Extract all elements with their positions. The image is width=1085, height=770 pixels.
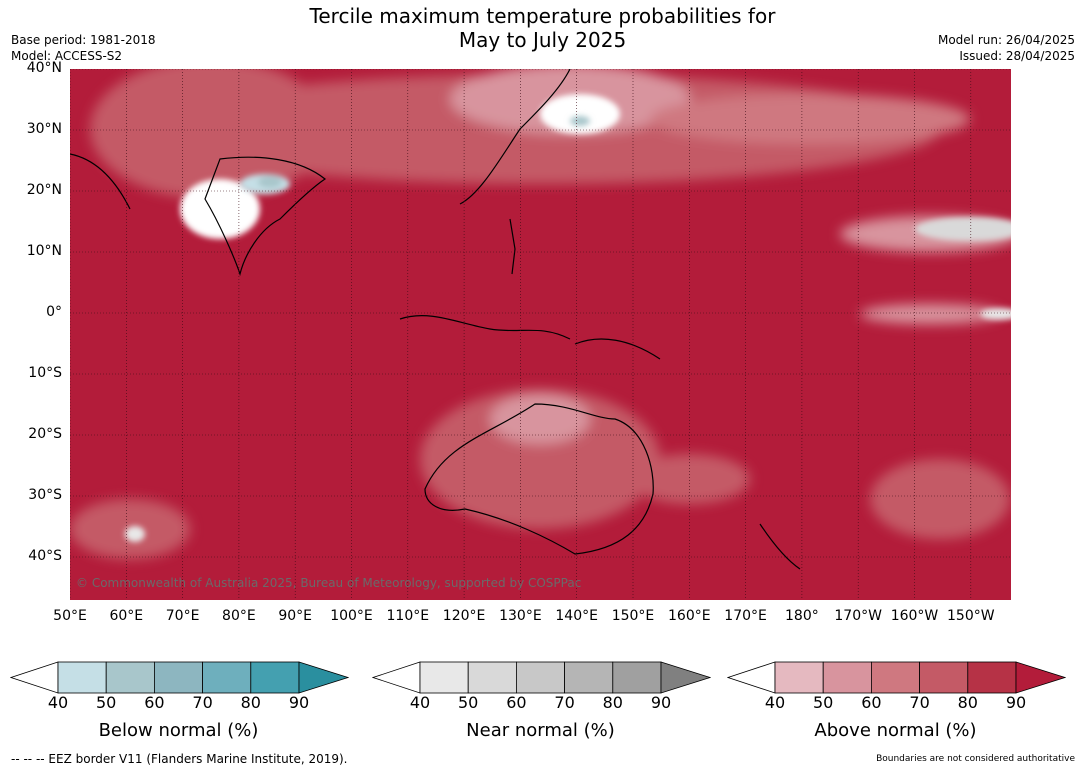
colorbar-tick-label: 90 xyxy=(1005,693,1027,712)
china-coastline xyxy=(459,69,571,205)
graticule xyxy=(70,69,1011,600)
longitude-label: 150°W xyxy=(947,608,995,624)
colorbar-tick-label: 60 xyxy=(861,693,882,712)
longitude-label: 160°E xyxy=(668,608,711,624)
colorbar-tick-label: 50 xyxy=(96,693,117,712)
colorbar-segment xyxy=(919,661,969,694)
colorbar-segment xyxy=(822,661,872,694)
new-guinea-coastline xyxy=(574,338,661,360)
indonesia-coastline xyxy=(399,315,571,340)
colorbar-tick-label: 60 xyxy=(144,693,165,712)
colorbar-tick-label: 50 xyxy=(813,693,834,712)
colorbar-segment xyxy=(967,661,1017,694)
boundaries-note: Boundaries are not considered authoritat… xyxy=(876,754,1075,764)
colorbar-title: Above normal (%) xyxy=(814,720,977,741)
latitude-label: 40°N xyxy=(26,60,62,76)
colorbar-segment xyxy=(250,661,300,694)
colorbar-tick-label: 50 xyxy=(458,693,479,712)
longitude-label: 170°E xyxy=(724,608,767,624)
probability-map: © Commonwealth of Australia 2025, Bureau… xyxy=(70,69,1011,600)
chart-title: Tercile maximum temperature probabilitie… xyxy=(0,4,1085,52)
new-zealand-coastline xyxy=(759,523,801,570)
model-run-label: Model run: 26/04/2025 xyxy=(937,33,1075,47)
latitude-label: 20°N xyxy=(26,182,62,198)
colorbar-tick-label: 60 xyxy=(506,693,527,712)
colorbar-low-extension xyxy=(10,661,59,694)
issued-label: Issued: 28/04/2025 xyxy=(959,49,1075,63)
longitude-label: 70°E xyxy=(165,608,200,624)
colorbar-segment xyxy=(57,661,107,694)
colorbar-segment xyxy=(153,661,203,694)
longitude-label: 80°E xyxy=(222,608,256,624)
colorbar-tick-label: 40 xyxy=(47,693,69,712)
colorbar-segment xyxy=(564,661,614,694)
longitude-label: 130°E xyxy=(499,608,542,624)
colorbar-tick-label: 70 xyxy=(192,693,213,712)
colorbar-tick-label: 40 xyxy=(409,693,431,712)
longitude-label: 170°W xyxy=(834,608,882,624)
title-line-2: May to July 2025 xyxy=(458,28,627,52)
colorbar-high-extension xyxy=(1015,661,1066,694)
longitude-label: 100°E xyxy=(330,608,373,624)
colorbar-scale xyxy=(372,661,711,694)
colorbar-tick-label: 80 xyxy=(957,693,978,712)
india-coastline xyxy=(204,156,327,277)
latitude-label: 10°N xyxy=(26,243,62,259)
colorbar-segment xyxy=(467,661,517,694)
arabia-coastline xyxy=(70,153,131,210)
colorbar-segment xyxy=(612,661,662,694)
base-period-label: Base period: 1981-2018 xyxy=(11,33,156,47)
eez-border-note: -- -- -- EEZ border V11 (Flanders Marine… xyxy=(11,752,348,766)
model-label: Model: ACCESS-S2 xyxy=(11,49,123,63)
longitude-label: 150°E xyxy=(611,608,655,624)
colorbar-scale xyxy=(10,661,349,694)
colorbar-low-extension xyxy=(727,661,776,694)
colorbar-segment xyxy=(870,661,920,694)
longitude-label: 60°E xyxy=(109,608,144,624)
below-normal-shading xyxy=(240,116,590,194)
colorbar-low-extension xyxy=(372,661,421,694)
metadata-left: Base period: 1981-2018 Model: ACCESS-S2 xyxy=(11,32,156,64)
colorbar-tick-label: 80 xyxy=(240,693,261,712)
colorbar-segment xyxy=(202,661,252,694)
copyright-text: © Commonwealth of Australia 2025, Bureau… xyxy=(76,576,581,590)
colorbar-tick-label: 80 xyxy=(602,693,623,712)
longitude-label: 140°E xyxy=(555,608,598,624)
colorbar-tick-label: 40 xyxy=(764,693,786,712)
coastlines xyxy=(70,69,801,570)
colorbar-tick-label: 70 xyxy=(554,693,575,712)
colorbar-tick-label: 70 xyxy=(909,693,930,712)
philippines-coastline xyxy=(509,218,516,275)
longitude-label: 160°W xyxy=(890,608,939,624)
colorbar-scale xyxy=(727,661,1066,694)
colorbar-high-extension xyxy=(660,661,711,694)
colorbar-segment xyxy=(774,661,824,694)
title-line-1: Tercile maximum temperature probabilitie… xyxy=(309,4,776,28)
colorbar-tick-label: 90 xyxy=(650,693,672,712)
colorbar-segment xyxy=(419,661,469,694)
metadata-right: Model run: 26/04/2025 Issued: 28/04/2025 xyxy=(938,32,1075,64)
australia-coastline xyxy=(424,403,654,555)
latitude-label: 30°S xyxy=(28,487,62,503)
latitude-label: 0° xyxy=(46,304,62,320)
colorbar-tick-label: 90 xyxy=(288,693,310,712)
colorbar-segment xyxy=(105,661,155,694)
latitude-label: 20°S xyxy=(28,426,62,442)
near-normal-shading xyxy=(125,94,1011,542)
colorbar-title: Near normal (%) xyxy=(466,720,615,741)
longitude-label: 120°E xyxy=(442,608,486,624)
latitude-label: 30°N xyxy=(26,121,62,137)
colorbar-segment xyxy=(515,661,565,694)
latitude-label: 10°S xyxy=(28,365,62,381)
longitude-label: 180° xyxy=(785,608,819,624)
longitude-label: 90°E xyxy=(278,608,313,624)
latitude-label: 40°S xyxy=(28,548,62,564)
colorbar-title: Below normal (%) xyxy=(98,720,259,741)
longitude-label: 110°E xyxy=(386,608,430,624)
longitude-label: 50°E xyxy=(53,608,87,624)
colorbar-high-extension xyxy=(298,661,349,694)
